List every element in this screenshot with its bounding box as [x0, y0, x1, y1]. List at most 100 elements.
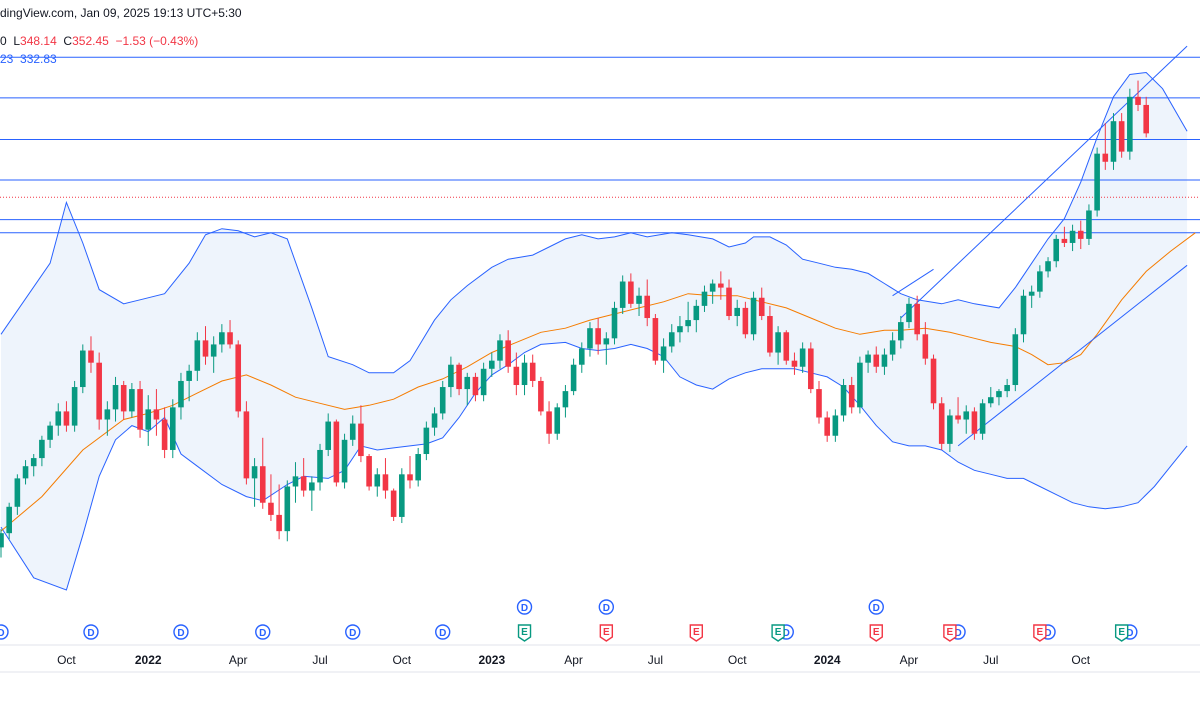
- candle-body: [546, 411, 552, 434]
- candle-body: [1037, 271, 1043, 292]
- dividend-marker-letter: D: [873, 603, 880, 614]
- candle-body: [300, 476, 307, 491]
- dividend-marker-icon: [345, 624, 361, 640]
- candle-body: [947, 415, 953, 444]
- candle-body: [448, 364, 454, 388]
- earnings-marker-letter: E: [775, 627, 782, 638]
- x-axis-tick-label: Apr: [900, 653, 919, 667]
- moving-average-line: [0, 232, 1196, 532]
- candle-body: [333, 421, 340, 483]
- candle-body: [685, 320, 691, 327]
- candle-body: [317, 449, 323, 483]
- candle-body: [1028, 291, 1035, 296]
- earnings-marker-letter: E: [1118, 627, 1125, 638]
- candle-body: [284, 486, 291, 532]
- low-label: L: [13, 34, 21, 48]
- candle-body: [497, 340, 503, 361]
- candle-body: [14, 478, 21, 507]
- candle-body: [668, 332, 675, 347]
- dividend-marker-letter: D: [439, 628, 446, 639]
- earnings-marker-letter: E: [873, 627, 880, 638]
- candle-body: [1127, 96, 1133, 152]
- candle-body: [22, 466, 29, 479]
- dividend-marker-letter: D: [0, 628, 5, 639]
- bb-value: 332.83: [20, 52, 57, 66]
- dividend-marker-letter: D: [1044, 628, 1051, 639]
- candle-body: [153, 409, 160, 420]
- candle-body: [80, 350, 86, 388]
- candle-body: [1004, 385, 1010, 392]
- close-value: 352.45: [72, 34, 109, 48]
- candle-body: [1012, 334, 1019, 386]
- x-axis-tick-label: Oct: [728, 653, 747, 667]
- x-axis-tick-label: Oct: [392, 653, 411, 667]
- candle-body: [767, 316, 773, 353]
- candle-body: [1102, 153, 1109, 162]
- candle-body: [758, 297, 765, 317]
- earnings-marker-icon: [1033, 624, 1047, 642]
- candle-body: [1061, 238, 1068, 243]
- candle-body: [611, 307, 618, 339]
- candle-body: [243, 411, 250, 479]
- candle-body: [1077, 230, 1084, 239]
- ohlc-legend: 0 L348.14 C352.45 −1.53 (−0.43%): [0, 34, 198, 48]
- candle-body: [276, 514, 282, 532]
- candle-body: [358, 423, 364, 457]
- trend-line-short: [892, 268, 934, 297]
- dividend-marker-letter: D: [954, 628, 961, 639]
- candle-body: [374, 474, 381, 487]
- x-axis-tick-label: Apr: [564, 653, 583, 667]
- dividend-marker-icon: [868, 599, 884, 615]
- candle-body: [529, 362, 536, 381]
- dividend-marker-letter: D: [177, 628, 184, 639]
- candle-body: [570, 364, 577, 392]
- dividend-marker-icon: [435, 624, 451, 640]
- candle-body: [169, 407, 176, 450]
- candle-body: [955, 415, 961, 420]
- candle-body: [832, 415, 839, 436]
- earnings-marker-letter: E: [521, 627, 528, 638]
- candle-body: [971, 411, 978, 434]
- candle-body: [251, 466, 258, 479]
- candle-body: [906, 303, 912, 323]
- candle-body: [595, 328, 601, 345]
- candle-body: [538, 380, 544, 412]
- candle-body: [472, 376, 479, 396]
- dividend-marker-icon: [83, 624, 99, 640]
- candle-body: [178, 380, 184, 408]
- candle-body: [808, 348, 814, 390]
- candle-body: [889, 340, 896, 355]
- candle-body: [0, 533, 4, 548]
- candle-body: [660, 346, 667, 361]
- candle-body: [742, 307, 749, 335]
- candle-body: [399, 474, 405, 517]
- candle-body: [309, 482, 315, 491]
- candle-body: [513, 366, 520, 386]
- candle-body: [554, 407, 561, 434]
- candle-body: [718, 283, 724, 288]
- price-change: −1.53 (−0.43%): [115, 34, 199, 48]
- candle-body: [734, 307, 740, 317]
- bollinger-band-fill: [1, 72, 1188, 590]
- candle-body: [791, 360, 798, 367]
- earnings-marker-icon: [1114, 624, 1129, 642]
- x-axis-tick-label: Apr: [229, 653, 248, 667]
- candle-body: [341, 439, 348, 483]
- dividend-marker-letter: D: [349, 628, 356, 639]
- candle-body: [636, 295, 642, 304]
- dividend-marker-letter: D: [259, 628, 266, 639]
- candle-body: [996, 391, 1002, 398]
- x-axis-tick-label: Jul: [648, 653, 663, 667]
- candle-body: [873, 354, 880, 367]
- candle-body: [898, 322, 904, 341]
- earnings-marker-icon: [869, 624, 883, 642]
- candle-body: [6, 506, 12, 534]
- candle-body: [120, 385, 127, 412]
- candle-body: [39, 439, 45, 459]
- earnings-marker-icon: [771, 624, 785, 642]
- candle-body: [219, 332, 225, 345]
- candle-body: [799, 348, 806, 367]
- earnings-marker-icon: [943, 624, 957, 642]
- candle-body: [431, 413, 438, 428]
